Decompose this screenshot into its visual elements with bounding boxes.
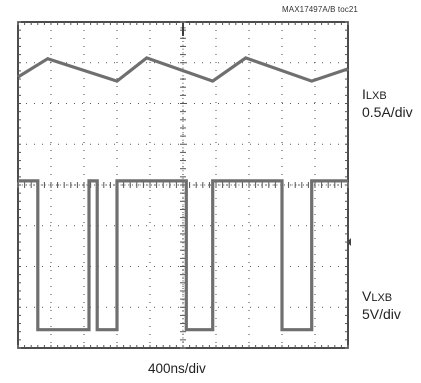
vlxb-trace bbox=[18, 179, 348, 332]
vlxb-label: VLXB 5V/div bbox=[362, 288, 401, 322]
ilxb-scale: 0.5A/div bbox=[362, 104, 413, 120]
ground-marker bbox=[347, 238, 351, 247]
ilxb-trace bbox=[17, 56, 349, 83]
ilxb-label-sub: LXB bbox=[365, 90, 387, 102]
trigger-marker: T bbox=[180, 26, 186, 36]
timebase-label: 400ns/div bbox=[148, 361, 206, 376]
ilxb-label-main: I bbox=[362, 86, 366, 102]
vlxb-scale: 5V/div bbox=[362, 306, 401, 322]
grid-layer bbox=[17, 21, 349, 349]
figure-id: MAX17497A/B toc21 bbox=[282, 5, 358, 14]
vlxb-label-main: V bbox=[362, 288, 372, 304]
trace-layer bbox=[17, 56, 351, 332]
vlxb-label-sub: LXB bbox=[371, 292, 393, 304]
ilxb-label: ILXB 0.5A/div bbox=[362, 86, 413, 120]
